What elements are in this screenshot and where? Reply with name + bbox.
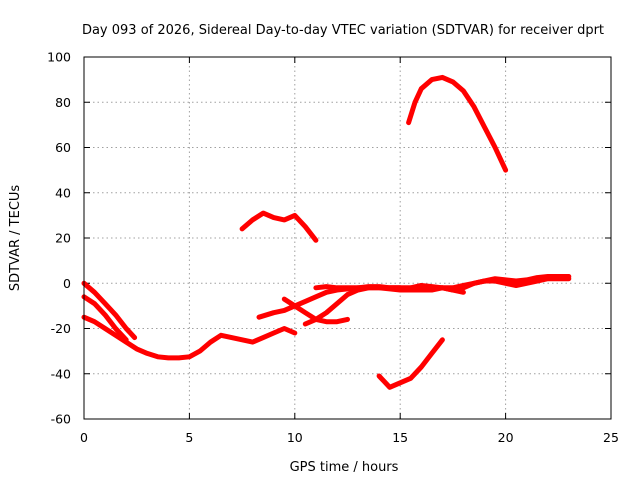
- y-tick-label: 60: [55, 140, 71, 155]
- y-tick-label: 0: [63, 276, 71, 291]
- data-series: [81, 74, 572, 390]
- y-tick-label: -60: [51, 412, 71, 427]
- x-tick-label: 15: [392, 430, 408, 445]
- x-tick-label: 25: [603, 430, 619, 445]
- chart-title: Day 093 of 2026, Sidereal Day-to-day VTE…: [82, 23, 604, 38]
- x-tick-label: 5: [185, 430, 193, 445]
- y-tick-label: 100: [47, 50, 71, 65]
- series-line-arc-2: [81, 314, 298, 361]
- y-tick-label: -40: [51, 366, 71, 381]
- y-tick-label: 40: [55, 185, 71, 200]
- y-tick-label: -20: [51, 321, 71, 336]
- y-axis-label: SDTVAR / TECUs: [8, 185, 23, 292]
- x-tick-label: 10: [287, 430, 303, 445]
- series-line-arc-1: [81, 280, 138, 341]
- plot-frame: [83, 56, 612, 420]
- x-tick-label: 0: [80, 430, 88, 445]
- y-tick-label: 20: [55, 231, 71, 246]
- series-line-arc-4: [239, 210, 319, 243]
- series-line-arc-8: [313, 274, 572, 293]
- series-line-arc-10: [406, 74, 509, 173]
- series-line-arc-9: [376, 337, 445, 390]
- y-tick-label: 80: [55, 95, 71, 110]
- series-line-arc-3: [81, 294, 129, 343]
- x-axis-label: GPS time / hours: [290, 460, 399, 475]
- x-tick-label: 20: [498, 430, 514, 445]
